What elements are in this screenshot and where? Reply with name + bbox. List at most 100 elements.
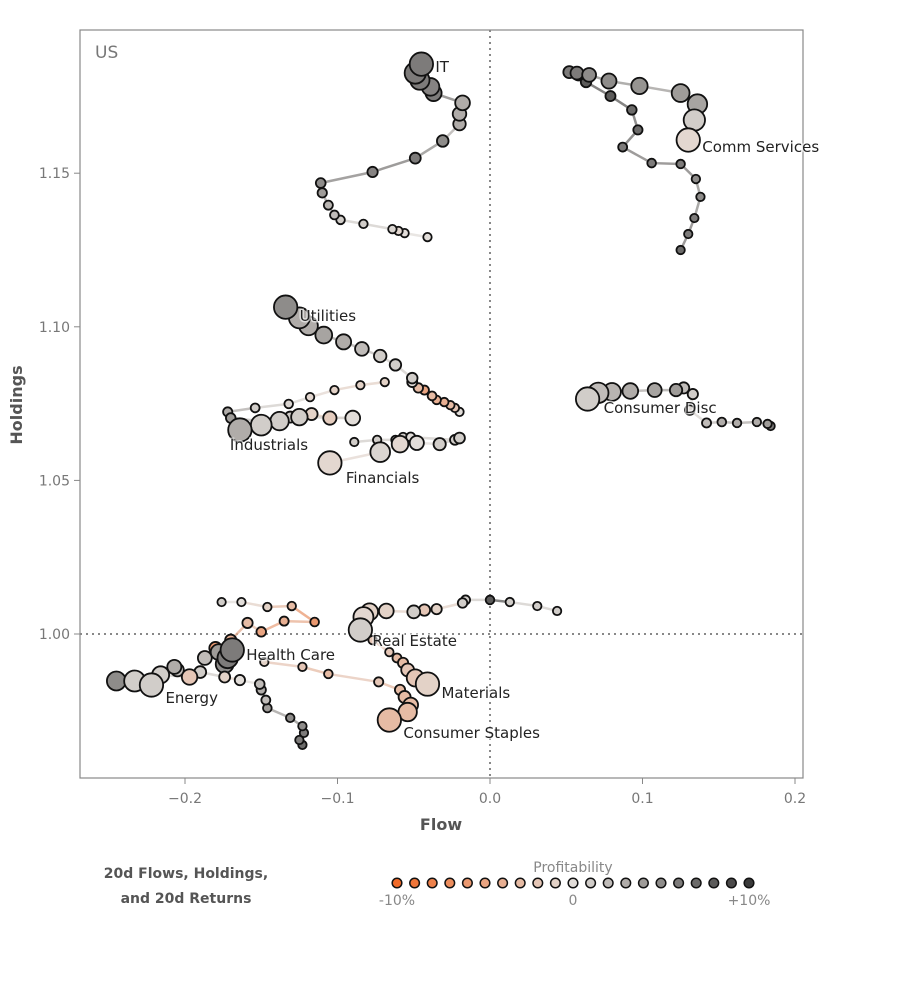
- real-estate-point: [430, 603, 443, 616]
- health-care-label: Health Care: [246, 646, 335, 664]
- comm-services-point: [600, 72, 618, 90]
- comm-services-point: [604, 90, 617, 103]
- comm-services-point: [626, 104, 638, 116]
- real-estate-point: [347, 617, 373, 643]
- energy-point: [166, 658, 183, 675]
- health-care-point: [219, 637, 245, 663]
- health-care-point: [262, 601, 273, 613]
- industrials-point: [329, 384, 340, 396]
- consumer-disc-point: [716, 416, 728, 428]
- y-tick-label: 1.00: [39, 627, 70, 643]
- energy-label: Energy: [165, 689, 218, 707]
- real-estate-point: [484, 594, 496, 606]
- materials-point: [367, 635, 378, 646]
- it-point: [454, 94, 471, 112]
- y-axis-title: Holdings: [7, 365, 26, 444]
- utilities-point: [388, 358, 403, 372]
- industrials-point: [227, 417, 253, 443]
- it-segment: [320, 170, 373, 185]
- industrials-point: [304, 391, 316, 403]
- health-care-point: [216, 596, 227, 608]
- utilities-point: [406, 371, 419, 385]
- legend-dot: [567, 877, 579, 889]
- energy-point: [233, 674, 246, 687]
- legend-color-scale: [391, 877, 755, 889]
- legend-dot: [497, 877, 509, 889]
- industrials-point: [283, 398, 294, 410]
- y-tick-label: 1.15: [39, 166, 70, 182]
- financials-point: [432, 437, 447, 452]
- financials-point: [369, 441, 391, 463]
- consumer-disc-point: [731, 417, 743, 429]
- energy-point: [138, 672, 165, 698]
- comm-services-point: [646, 157, 657, 169]
- it-point: [408, 151, 422, 165]
- financials-point: [408, 434, 425, 451]
- legend-dot: [532, 877, 544, 889]
- industrials-point: [249, 413, 273, 437]
- comm-services-point: [683, 228, 694, 240]
- financials-point: [317, 450, 343, 476]
- energy-point: [297, 721, 308, 732]
- financials-point: [390, 434, 410, 454]
- consumer-staples-label: Consumer Staples: [403, 724, 540, 742]
- health-care-point: [236, 596, 247, 608]
- trajectory-points: [106, 51, 776, 750]
- y-tick-label: 1.10: [39, 320, 70, 336]
- utilities-point: [314, 325, 334, 345]
- legend-mid-label: 0: [569, 893, 578, 909]
- consumer-staples-segment: [328, 672, 379, 684]
- legend-max-label: +10%: [728, 893, 771, 909]
- it-point: [314, 177, 327, 189]
- x-tick-label: −0.2: [168, 791, 202, 807]
- industrials-point: [322, 410, 338, 426]
- y-axis: 1.00 1.05 1.10 1.15: [39, 166, 80, 643]
- legend-title-line2: and 20d Returns: [121, 891, 252, 907]
- industrials-label: Industrials: [230, 436, 308, 454]
- industrials-segment: [255, 402, 289, 410]
- comm-services-point: [689, 212, 700, 224]
- energy-point: [218, 670, 232, 684]
- x-tick-label: 0.0: [479, 791, 501, 807]
- consumer-staples-point: [323, 668, 334, 680]
- industrials-point: [249, 402, 261, 414]
- consumer-disc-point: [701, 417, 712, 429]
- legend-dot: [708, 877, 720, 889]
- comm-services-point: [670, 83, 691, 103]
- materials-point: [384, 646, 395, 658]
- health-care-point: [286, 600, 297, 612]
- comm-services-point: [581, 67, 597, 83]
- industrials-point: [290, 407, 309, 427]
- health-care-point: [196, 650, 213, 666]
- x-tick-label: 0.2: [784, 791, 806, 807]
- comm-services-segment: [622, 145, 653, 165]
- consumer-staples-point: [376, 707, 402, 733]
- real-estate-point: [456, 597, 469, 609]
- x-axis: −0.2 −0.1 0.0 0.1 0.2: [168, 778, 806, 807]
- it-point: [387, 223, 398, 235]
- it-label: IT: [435, 58, 449, 76]
- health-care-point: [255, 626, 267, 638]
- consumer-disc-point: [646, 382, 663, 398]
- industrials-point: [379, 376, 390, 388]
- comm-services-point: [695, 191, 706, 202]
- utilities-point: [354, 341, 370, 357]
- energy-point: [285, 712, 296, 724]
- legend-dot: [673, 877, 685, 889]
- legend-dot: [426, 877, 438, 889]
- materials-label: Materials: [441, 684, 510, 702]
- comm-services-point: [630, 76, 649, 96]
- health-care-point: [309, 616, 320, 628]
- legend-dot: [444, 877, 456, 889]
- it-point: [422, 231, 433, 243]
- materials-point: [414, 671, 441, 697]
- plot-frame: [79, 29, 804, 779]
- it-point: [322, 199, 334, 211]
- comm-services-point: [675, 158, 686, 170]
- x-tick-label: 0.1: [631, 791, 653, 807]
- x-tick-label: −0.1: [321, 791, 355, 807]
- utilities-point: [373, 348, 388, 364]
- energy-point: [253, 678, 266, 690]
- consumer-disc-point: [684, 404, 696, 416]
- health-care-point: [278, 615, 290, 627]
